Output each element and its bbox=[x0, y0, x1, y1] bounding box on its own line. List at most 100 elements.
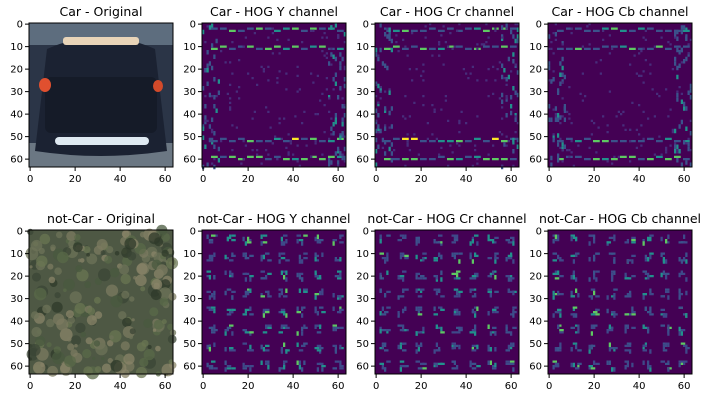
hog-gradient-cell bbox=[572, 270, 575, 275]
hog-gradient-cell bbox=[247, 155, 254, 158]
hog-gradient-cell bbox=[339, 65, 342, 71]
hog-gradient-cell bbox=[379, 362, 384, 365]
foliage-blob bbox=[83, 366, 93, 376]
hog-gradient-cell bbox=[447, 164, 450, 167]
hog-gradient-cell bbox=[303, 290, 308, 293]
hog-gradient-cell bbox=[440, 277, 443, 282]
hog-gradient-cell bbox=[267, 326, 272, 329]
hog-gradient-cell bbox=[303, 288, 308, 291]
hog-gradient-cell bbox=[561, 72, 564, 77]
hog-gradient-cell bbox=[456, 277, 461, 280]
hog-gradient-cell bbox=[487, 324, 490, 329]
hog-gradient-cell bbox=[595, 151, 598, 154]
hog-gradient-cell bbox=[471, 349, 477, 352]
hog-gradient-cell bbox=[644, 38, 647, 41]
hog-gradient-cell bbox=[685, 106, 688, 111]
hog-gradient-cell bbox=[213, 104, 216, 109]
x-tick-label: 40 bbox=[114, 174, 127, 185]
hog-gradient-cell bbox=[422, 257, 425, 262]
hog-gradient-cell bbox=[319, 347, 324, 350]
hog-gradient-cell bbox=[229, 347, 234, 350]
foliage-blob bbox=[107, 340, 114, 347]
hog-gradient-cell bbox=[433, 108, 436, 111]
hog-gradient-cell bbox=[337, 164, 340, 167]
hog-gradient-cell bbox=[388, 88, 391, 91]
hog-gradient-cell bbox=[229, 83, 232, 86]
hog-gradient-cell bbox=[314, 295, 317, 300]
hog-gradient-cell bbox=[665, 47, 672, 50]
hog-gradient-cell bbox=[283, 47, 290, 50]
hog-gradient-cell bbox=[267, 259, 272, 262]
hog-gradient-cell bbox=[296, 74, 299, 77]
hog-gradient-cell bbox=[512, 326, 517, 329]
hog-gradient-cell bbox=[570, 347, 573, 352]
y-tick-label: 60 bbox=[10, 362, 23, 373]
hog-gradient-cell bbox=[624, 360, 629, 363]
hog-gradient-cell bbox=[494, 290, 499, 293]
hog-gradient-cell bbox=[211, 257, 214, 262]
hog-gradient-cell bbox=[249, 349, 254, 352]
hog-gradient-cell bbox=[631, 306, 634, 311]
hog-gradient-cell bbox=[260, 162, 263, 165]
hog-gradient-cell bbox=[278, 122, 281, 125]
hog-gradient-cell bbox=[489, 331, 492, 336]
hog-gradient-cell bbox=[208, 241, 214, 244]
hog-gradient-cell bbox=[507, 140, 510, 143]
hog-gradient-cell bbox=[570, 362, 573, 368]
hog-gradient-cell bbox=[501, 99, 504, 104]
hog-gradient-cell bbox=[231, 295, 234, 300]
hog-gradient-cell bbox=[689, 162, 692, 167]
hog-gradient-cell bbox=[554, 277, 560, 280]
hog-gradient-cell bbox=[631, 259, 634, 264]
hog-gradient-cell bbox=[339, 367, 344, 370]
hog-gradient-cell bbox=[377, 124, 380, 129]
hog-gradient-cell bbox=[644, 306, 647, 311]
hog-gradient-cell bbox=[613, 288, 618, 291]
hog-gradient-cell bbox=[559, 275, 564, 278]
hog-gradient-cell bbox=[397, 311, 400, 316]
hog-gradient-cell bbox=[678, 63, 681, 68]
hog-gradient-cell bbox=[339, 86, 342, 91]
hog-gradient-cell bbox=[296, 239, 299, 244]
foliage-blob bbox=[129, 296, 135, 302]
hog-gradient-cell bbox=[265, 252, 270, 255]
hog-gradient-cell bbox=[665, 288, 670, 291]
hog-gradient-cell bbox=[669, 108, 672, 111]
hog-gradient-cell bbox=[514, 90, 517, 95]
hog-gradient-cell bbox=[231, 41, 234, 44]
hog-gradient-cell bbox=[231, 72, 234, 75]
hog-gradient-cell bbox=[554, 113, 557, 116]
hog-gradient-cell bbox=[316, 311, 319, 316]
hog-gradient-cell bbox=[231, 272, 234, 278]
hog-gradient-cell bbox=[649, 254, 652, 260]
hog-gradient-cell bbox=[451, 342, 456, 345]
hog-gradient-cell bbox=[319, 27, 326, 30]
hog-gradient-cell bbox=[687, 43, 690, 46]
hog-gradient-cell bbox=[226, 236, 229, 242]
hog-gradient-cell bbox=[548, 104, 551, 109]
hog-gradient-cell bbox=[296, 90, 299, 93]
hog-gradient-cell bbox=[476, 344, 479, 350]
hog-gradient-cell bbox=[563, 108, 566, 113]
hog-gradient-cell bbox=[512, 164, 515, 167]
hog-gradient-cell bbox=[687, 137, 690, 140]
hog-gradient-cell bbox=[651, 88, 654, 91]
hog-gradient-cell bbox=[561, 97, 564, 100]
hog-gradient-cell bbox=[386, 360, 391, 363]
hog-gradient-cell bbox=[458, 23, 461, 26]
hog-gradient-cell bbox=[606, 241, 611, 244]
hog-gradient-cell bbox=[283, 360, 288, 363]
hog-gradient-cell bbox=[417, 367, 423, 370]
hog-gradient-cell bbox=[631, 275, 636, 278]
hog-gradient-cell bbox=[635, 146, 638, 149]
hog-gradient-cell bbox=[343, 135, 346, 138]
hog-gradient-cell bbox=[512, 86, 515, 91]
hog-gradient-cell bbox=[343, 104, 346, 107]
hog-gradient-cell bbox=[213, 95, 216, 100]
hog-gradient-cell bbox=[552, 239, 555, 244]
hog-gradient-cell bbox=[433, 239, 436, 244]
hog-gradient-cell bbox=[206, 81, 209, 86]
hog-gradient-cell bbox=[557, 117, 560, 122]
hog-gradient-cell bbox=[507, 56, 510, 62]
hog-gradient-cell bbox=[685, 36, 688, 41]
